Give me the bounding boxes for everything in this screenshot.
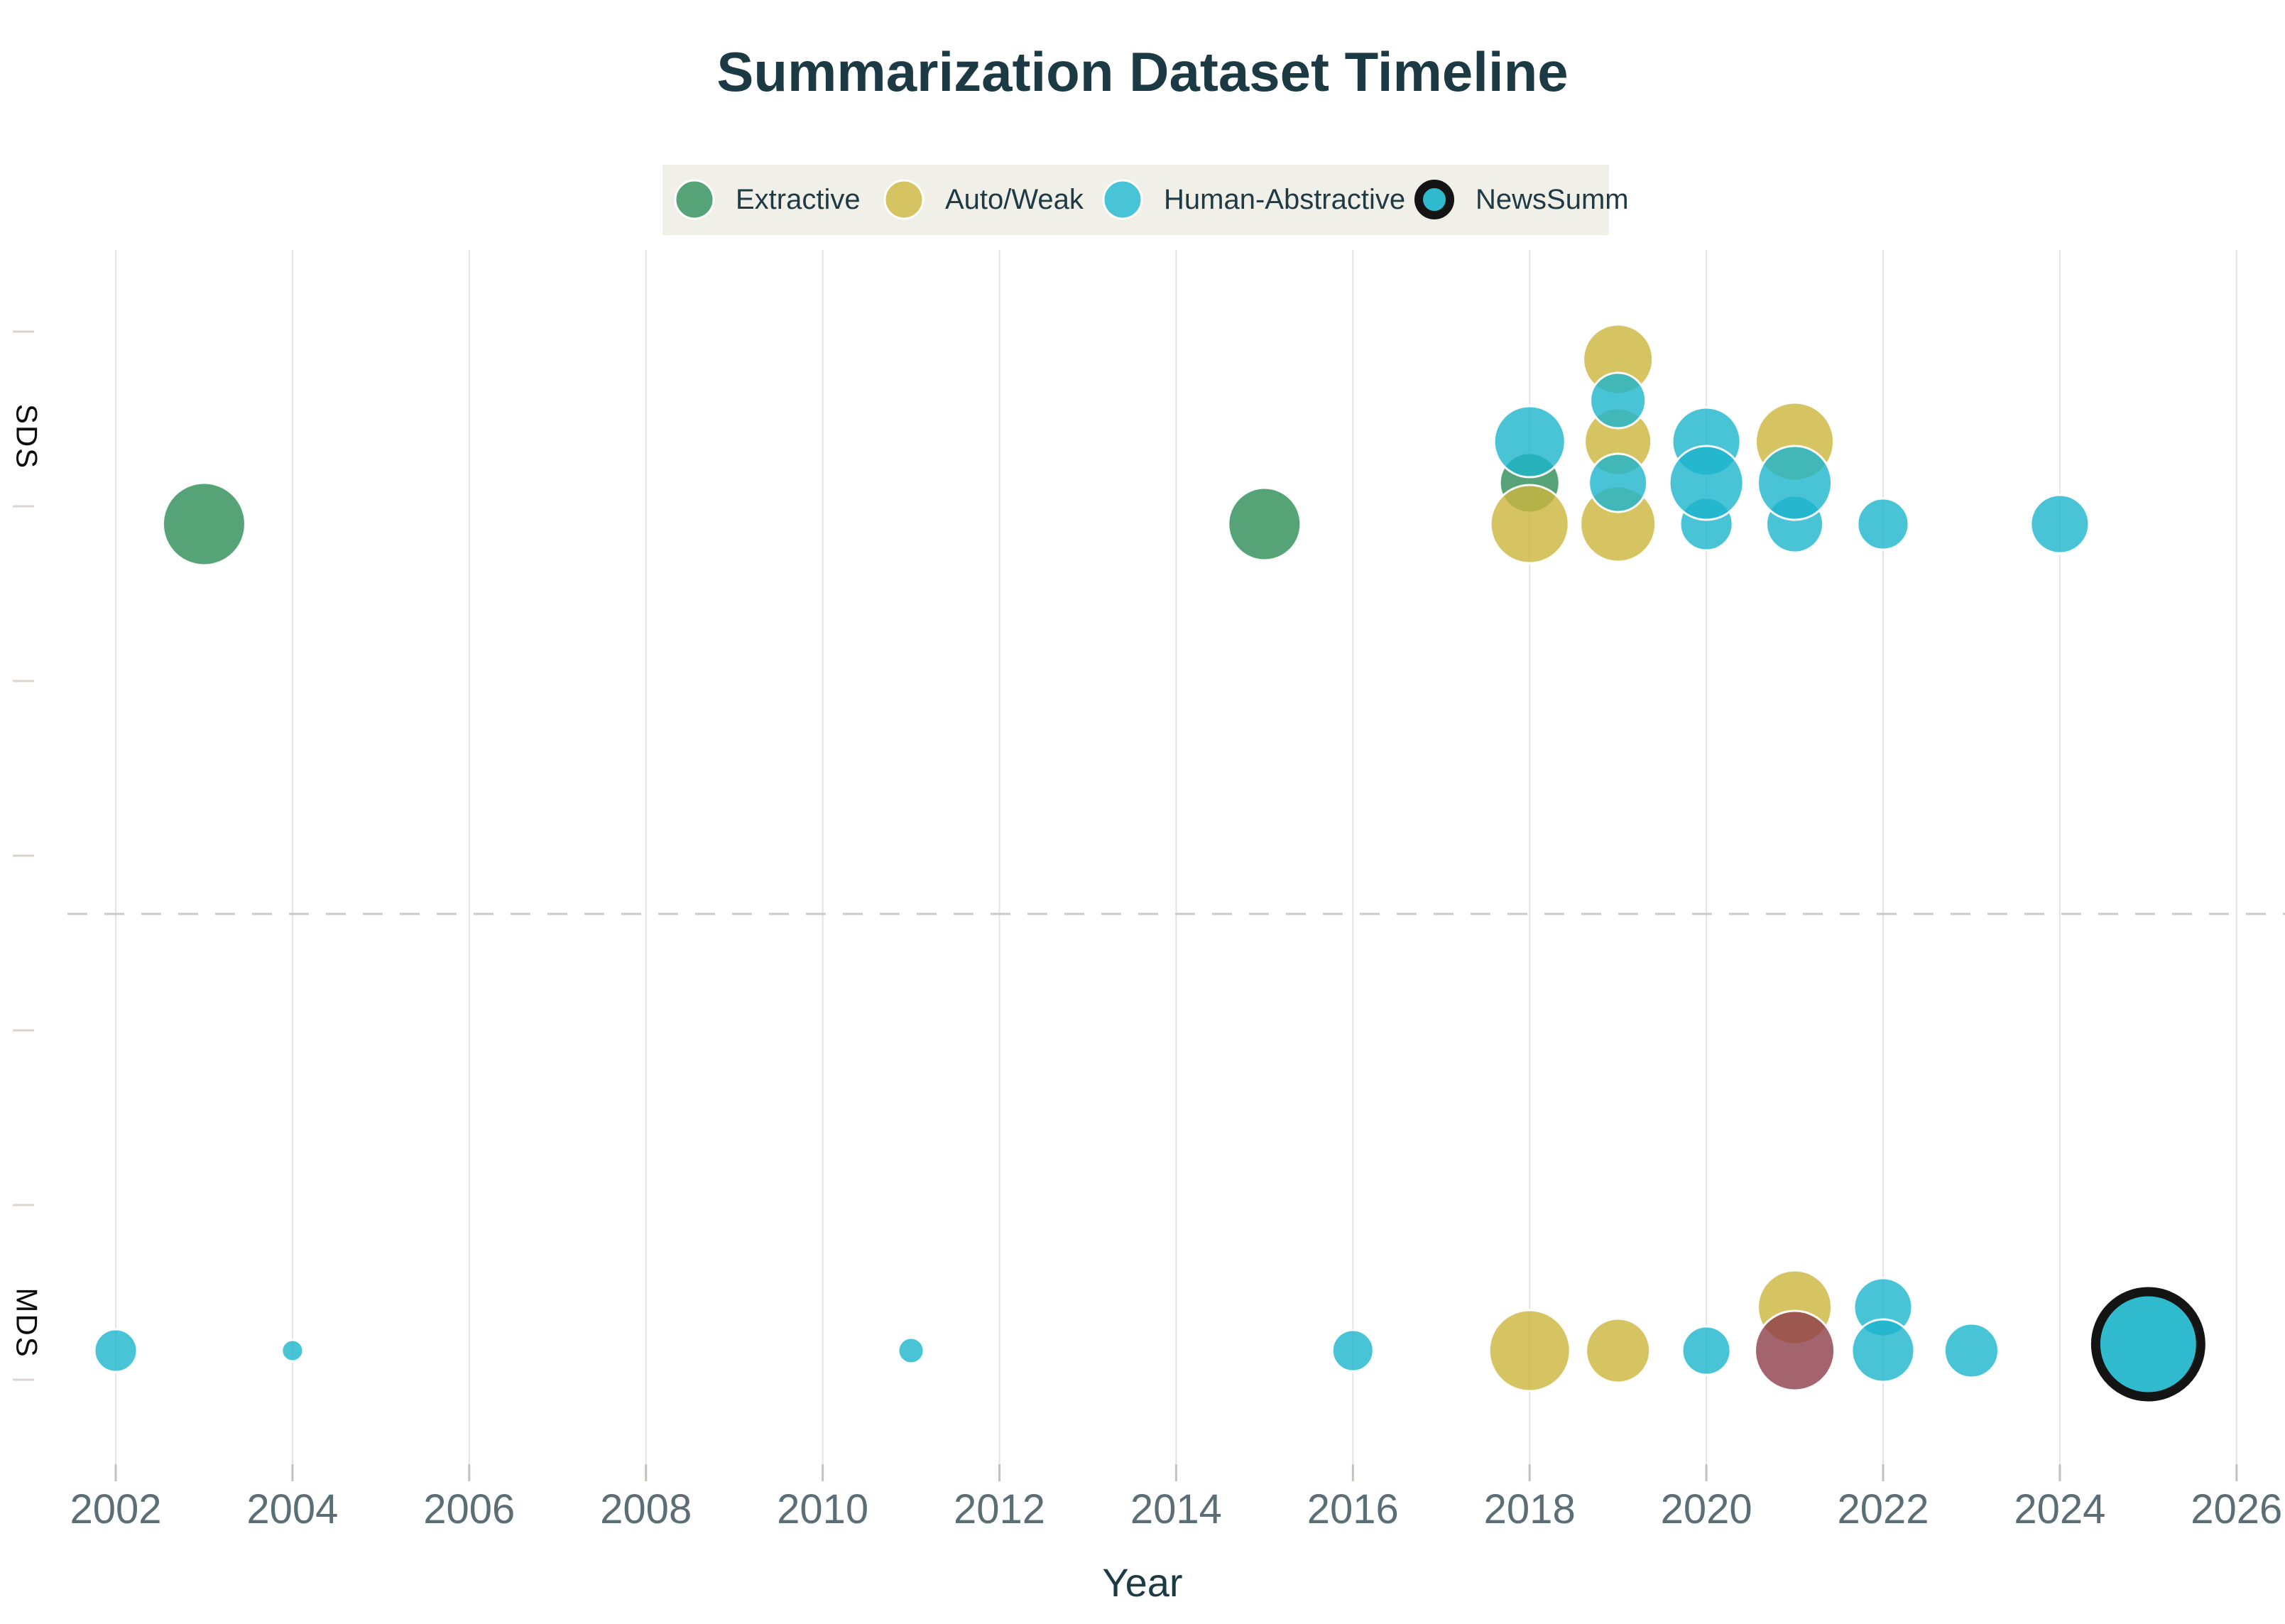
x-tick-label: 2006 [423,1486,515,1532]
x-axis-title: Year [1102,1560,1182,1605]
bubble-human-SDS-2021 [1757,445,1833,521]
x-tick-label: 2008 [600,1486,692,1532]
x-tick-label: 2004 [246,1486,338,1532]
row-label-sds: SDS [11,404,44,469]
legend-swatch-human-abstractive [1102,179,1143,220]
bubble-human-MDS-2023 [1943,1322,2000,1379]
bubble-human-MDS-2002 [93,1328,138,1373]
bubble-human-SDS-2019 [1588,452,1649,513]
bubble-human-MDS-2011 [897,1336,925,1365]
bubble-extractive-SDS-2003 [161,481,246,567]
bubbles-layer [93,323,2205,1402]
bubble-other-MDS-2021 [1754,1309,1836,1392]
x-tick-label: 2026 [2191,1486,2282,1532]
x-axis-ticks [114,1464,2238,1481]
bubble-human-MDS-2020 [1681,1325,1732,1376]
x-tick-label: 2020 [1661,1486,1752,1532]
bubble-human-SDS-2024 [2029,494,2090,555]
x-tick-label: 2018 [1484,1486,1576,1532]
bubble-human-MDS-2004 [280,1339,305,1363]
legend-item-label: Human-Abstractive [1164,184,1405,215]
row-label-mds: MDS [11,1287,44,1358]
legend-swatch-extractive [674,179,715,220]
legend-item-label: Extractive [736,184,861,215]
x-tick-label: 2022 [1837,1486,1929,1532]
x-tick-label: 2012 [954,1486,1045,1532]
legend-swatch-auto-weak [883,179,925,220]
bubble-human-SDS-2020 [1668,445,1745,521]
x-tick-label: 2010 [777,1486,868,1532]
x-tick-label: 2014 [1130,1486,1222,1532]
bubble-auto-SDS-2018 [1489,484,1570,565]
bubble-extractive-SDS-2015 [1227,486,1302,562]
x-tick-label: 2024 [2014,1486,2105,1532]
gridlines [115,250,2237,1464]
bubble-auto-MDS-2018 [1488,1309,1571,1393]
x-tick-label: 2002 [70,1486,161,1532]
bubble-human-SDS-2018 [1493,405,1566,479]
bubble-human-MDS-2016 [1331,1329,1375,1373]
bubble-newssumm-MDS-2025 [2090,1287,2205,1402]
bubble-human-SDS-2022 [1856,497,1910,551]
x-tick-label: 2016 [1307,1486,1399,1532]
bubble-auto-MDS-2019 [1585,1317,1652,1384]
legend-swatch-newssumm [1414,180,1454,219]
bubble-human-MDS-2022 [1850,1318,1916,1383]
legend-item-label: Auto/Weak [945,184,1084,215]
x-tick-labels: 2002 2004 2006 2008 2010 2012 2014 2016 2018 2020… [70,1486,2282,1532]
legend-item-label: NewsSumm [1476,184,1629,215]
y-axis-ticks [13,330,34,1381]
bubble-human-SDS-2019 [1589,371,1647,430]
chart-title: Summarization Dataset Timeline [716,40,1568,103]
legend: Extractive Auto/Weak Human-Abstractive News… [662,165,1629,235]
row-labels: SDS MDS [11,404,44,1358]
